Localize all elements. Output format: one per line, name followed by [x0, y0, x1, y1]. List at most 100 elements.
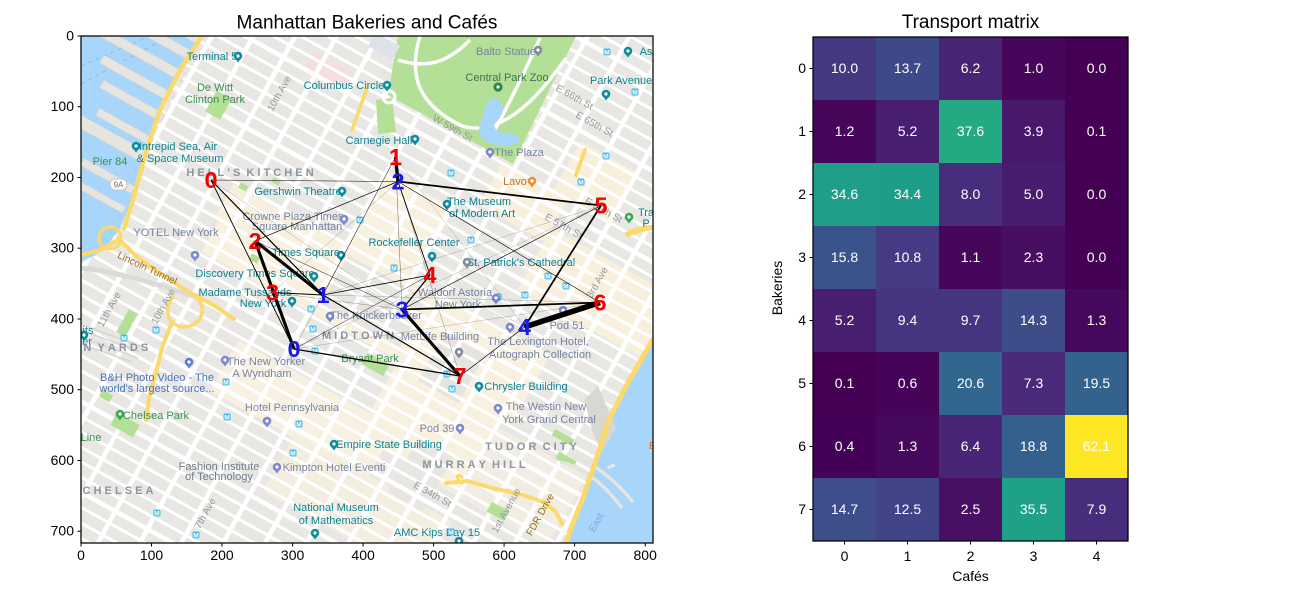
svg-text:300: 300 — [51, 240, 75, 256]
svg-text:M: M — [193, 532, 198, 539]
svg-text:its: its — [83, 325, 95, 337]
svg-text:Hotel Pennsylvania: Hotel Pennsylvania — [245, 402, 340, 414]
svg-text:Fashion Institute: Fashion Institute — [179, 461, 260, 473]
svg-text:Waldorf Astoria: Waldorf Astoria — [418, 287, 493, 299]
svg-text:Bakeries: Bakeries — [769, 261, 785, 315]
svg-text:3: 3 — [798, 249, 806, 265]
svg-text:M: M — [223, 379, 228, 386]
svg-text:0: 0 — [841, 548, 849, 564]
svg-text:M I D T O W N: M I D T O W N — [322, 330, 394, 342]
svg-text:6.4: 6.4 — [961, 438, 981, 454]
svg-text:7.3: 7.3 — [1024, 375, 1044, 391]
svg-text:7.9: 7.9 — [1087, 501, 1107, 517]
svg-text:T U D O R C I T Y: T U D O R C I T Y — [485, 441, 577, 453]
svg-text:St. Patrick's Cathedral: St. Patrick's Cathedral — [467, 257, 575, 269]
svg-text:The Museum: The Museum — [447, 196, 511, 208]
svg-text:6: 6 — [593, 290, 606, 316]
svg-text:M: M — [522, 292, 527, 299]
svg-text:1.0: 1.0 — [1024, 60, 1044, 76]
svg-text:M: M — [545, 273, 550, 280]
svg-text:200: 200 — [51, 169, 75, 185]
svg-text:1.2: 1.2 — [835, 123, 855, 139]
svg-text:500: 500 — [422, 547, 446, 563]
svg-text:1: 1 — [904, 548, 912, 564]
svg-text:M: M — [444, 371, 449, 378]
svg-text:Pier 84: Pier 84 — [93, 156, 128, 168]
svg-text:M: M — [604, 49, 609, 56]
svg-text:1: 1 — [389, 144, 402, 170]
svg-text:Autograph Collection: Autograph Collection — [489, 349, 591, 361]
svg-text:B&H Photo Video - The: B&H Photo Video - The — [100, 372, 214, 384]
svg-text:world's largest source...: world's largest source... — [98, 383, 214, 395]
svg-text:62.1: 62.1 — [1083, 438, 1110, 454]
svg-text:0.0: 0.0 — [1087, 60, 1107, 76]
svg-text:5.2: 5.2 — [898, 123, 918, 139]
svg-text:15.8: 15.8 — [831, 249, 858, 265]
svg-text:M: M — [153, 327, 158, 334]
svg-text:Columbus Circle: Columbus Circle — [304, 80, 385, 92]
svg-text:of Mathematics: of Mathematics — [299, 515, 374, 527]
svg-text:0.6: 0.6 — [898, 375, 918, 391]
svg-text:0.1: 0.1 — [835, 375, 855, 391]
svg-text:M: M — [448, 170, 453, 177]
svg-text:7: 7 — [798, 501, 806, 517]
svg-text:M: M — [290, 450, 295, 457]
svg-text:3: 3 — [1030, 548, 1038, 564]
svg-text:of Modern Art: of Modern Art — [449, 208, 515, 220]
svg-text:2.5: 2.5 — [961, 501, 981, 517]
svg-text:20.6: 20.6 — [957, 375, 984, 391]
svg-text:Madame Tussauds: Madame Tussauds — [199, 287, 292, 299]
svg-text:Discovery Times Square: Discovery Times Square — [195, 268, 314, 280]
svg-text:34.6: 34.6 — [831, 186, 858, 202]
svg-text:E: E — [649, 441, 656, 452]
svg-text:5.2: 5.2 — [835, 312, 855, 328]
svg-text:0.4: 0.4 — [835, 438, 855, 454]
svg-text:3.9: 3.9 — [1024, 123, 1044, 139]
svg-text:MetLife Building: MetLife Building — [401, 331, 479, 343]
svg-text:100: 100 — [51, 98, 75, 114]
svg-text:0.0: 0.0 — [1087, 186, 1107, 202]
svg-text:M: M — [296, 421, 301, 428]
svg-text:er: er — [82, 336, 92, 348]
svg-text:3: 3 — [266, 280, 279, 306]
svg-text:400: 400 — [351, 547, 375, 563]
svg-text:Clinton Park: Clinton Park — [185, 94, 245, 106]
svg-text:100: 100 — [140, 547, 164, 563]
svg-text:6: 6 — [798, 438, 806, 454]
svg-text:M: M — [468, 237, 473, 244]
svg-text:The Plaza: The Plaza — [494, 147, 544, 159]
svg-text:Cafés: Cafés — [952, 568, 989, 584]
svg-text:10.8: 10.8 — [894, 249, 921, 265]
svg-text:9A: 9A — [114, 181, 124, 190]
svg-text:200: 200 — [210, 547, 234, 563]
svg-text:The New Yorker: The New Yorker — [227, 356, 306, 368]
svg-text:10.0: 10.0 — [831, 60, 858, 76]
svg-text:P: P — [642, 218, 649, 230]
svg-text:M: M — [391, 265, 396, 272]
svg-text:AMC Kips Bay 15: AMC Kips Bay 15 — [394, 527, 480, 539]
svg-text:5: 5 — [594, 193, 607, 219]
svg-text:M: M — [310, 326, 315, 333]
svg-text:Pod 51: Pod 51 — [550, 320, 585, 332]
svg-text:M: M — [308, 306, 313, 313]
svg-text:Park Avenue A: Park Avenue A — [590, 75, 663, 87]
svg-text:A Wyndham: A Wyndham — [232, 368, 291, 380]
svg-text:YOTEL New York: YOTEL New York — [133, 227, 219, 239]
svg-text:2: 2 — [248, 228, 261, 254]
svg-text:C H E L S E A: C H E L S E A — [83, 485, 154, 497]
svg-text:Manhattan Bakeries and Cafés: Manhattan Bakeries and Cafés — [237, 13, 498, 34]
svg-text:700: 700 — [51, 523, 75, 539]
svg-text:600: 600 — [51, 452, 75, 468]
svg-text:400: 400 — [51, 311, 75, 327]
svg-text:Chrysler Building: Chrysler Building — [484, 381, 567, 393]
svg-text:35.5: 35.5 — [1020, 501, 1047, 517]
svg-text:Square Manhattan: Square Manhattan — [252, 221, 343, 233]
svg-text:As: As — [640, 46, 653, 58]
svg-text:M: M — [121, 335, 126, 342]
svg-text:M: M — [224, 414, 229, 421]
svg-text:& Space Museum: & Space Museum — [137, 153, 224, 165]
svg-text:M: M — [449, 386, 454, 393]
svg-text:New York: New York — [435, 299, 482, 311]
svg-text:0: 0 — [77, 547, 85, 563]
svg-text:2.3: 2.3 — [1024, 249, 1044, 265]
